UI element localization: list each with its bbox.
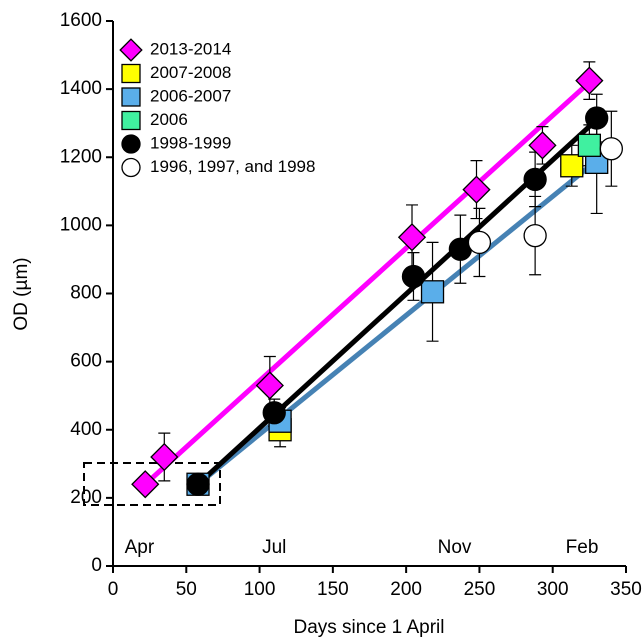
x-tick-label: 300 xyxy=(537,579,569,600)
point xyxy=(599,137,623,161)
point xyxy=(523,167,547,192)
highlight-box xyxy=(83,462,221,506)
point xyxy=(420,280,445,304)
legend-label: 1998-1999 xyxy=(150,133,231,152)
point xyxy=(262,401,286,425)
y-tick-label: 800 xyxy=(70,283,102,304)
point xyxy=(577,133,602,157)
x-tick-label: 250 xyxy=(464,579,496,600)
fit-line xyxy=(143,80,592,487)
legend-marker xyxy=(121,134,141,154)
y-tick-label: 0 xyxy=(91,555,102,576)
point xyxy=(528,131,557,160)
legend-label: 2013-2014 xyxy=(150,39,231,58)
y-tick-label: 1000 xyxy=(60,214,102,235)
legend-label: 2007-2008 xyxy=(150,63,231,82)
y-tick-label: 1200 xyxy=(60,146,102,167)
fit-line xyxy=(196,158,599,487)
legend-marker xyxy=(121,110,141,131)
y-tick-label: 1400 xyxy=(60,78,102,99)
point xyxy=(585,106,609,130)
x-tick-label: 200 xyxy=(390,579,422,600)
point xyxy=(575,66,604,95)
x-tick-label: 50 xyxy=(176,579,197,600)
x-tick-label: 100 xyxy=(244,579,276,600)
month-label: Nov xyxy=(438,537,472,558)
y-tick-label: 600 xyxy=(70,351,102,372)
point xyxy=(560,154,584,178)
legend-marker xyxy=(121,87,141,107)
y-axis-label: OD (µm) xyxy=(11,257,32,330)
point xyxy=(397,223,427,252)
legend-marker xyxy=(121,63,141,84)
point xyxy=(131,470,160,499)
month-label: Jul xyxy=(262,537,286,558)
point xyxy=(523,223,547,248)
y-tick-label: 400 xyxy=(70,419,102,440)
x-tick-label: 0 xyxy=(108,579,119,600)
legend-marker xyxy=(119,38,143,62)
point xyxy=(467,230,492,255)
x-tick-label: 350 xyxy=(610,579,642,600)
month-label: Apr xyxy=(125,537,155,558)
point xyxy=(401,264,426,289)
point xyxy=(186,472,210,496)
y-tick-label: 200 xyxy=(70,487,102,508)
legend-label: 1996, 1997, and 1998 xyxy=(150,157,315,176)
point xyxy=(462,175,491,204)
month-label: Feb xyxy=(566,537,599,558)
x-tick-label: 150 xyxy=(317,579,349,600)
point xyxy=(150,442,179,472)
legend-label: 2006 xyxy=(150,110,188,129)
point xyxy=(255,371,284,400)
legend-marker xyxy=(121,157,141,178)
x-axis-label: Days since 1 April xyxy=(293,617,444,638)
legend-label: 2006-2007 xyxy=(150,86,231,105)
y-tick-label: 1600 xyxy=(60,10,102,31)
